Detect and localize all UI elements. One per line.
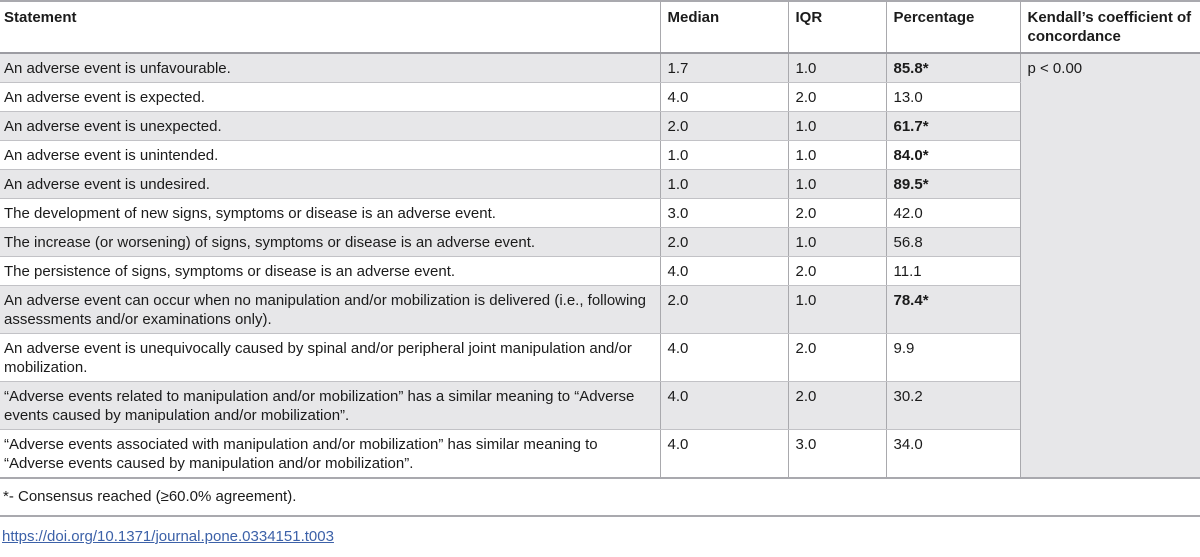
percentage-cell: 89.5*	[885, 169, 1020, 199]
percentage-cell: 78.4*	[885, 285, 1020, 334]
consensus-footnote: *- Consensus reached (≥60.0% agreement).	[0, 479, 1200, 517]
statement-cell: An adverse event is expected.	[0, 82, 660, 112]
table-row: “Adverse events related to manipulation …	[0, 381, 1200, 430]
iqr-cell: 2.0	[787, 333, 886, 382]
table-row: An adverse event is unexpected. 2.0 1.0 …	[0, 111, 1200, 141]
median-cell: 4.0	[659, 333, 788, 382]
iqr-cell: 1.0	[787, 140, 886, 170]
median-cell: 2.0	[659, 285, 788, 334]
iqr-cell: 2.0	[787, 256, 886, 286]
median-cell: 3.0	[659, 198, 788, 228]
iqr-cell: 2.0	[787, 82, 886, 112]
table-row: An adverse event is expected. 4.0 2.0 13…	[0, 82, 1200, 112]
col-header-iqr: IQR	[787, 1, 886, 54]
median-cell: 4.0	[659, 429, 788, 479]
percentage-cell: 84.0*	[885, 140, 1020, 170]
median-cell: 4.0	[659, 381, 788, 430]
col-header-percentage: Percentage	[885, 1, 1020, 54]
percentage-cell: 9.9	[885, 333, 1020, 382]
median-cell: 1.0	[659, 169, 788, 199]
median-cell: 4.0	[659, 82, 788, 112]
table-row: The development of new signs, symptoms o…	[0, 198, 1200, 228]
iqr-cell: 1.0	[787, 111, 886, 141]
iqr-cell: 1.0	[787, 53, 886, 83]
percentage-cell: 11.1	[885, 256, 1020, 286]
statement-cell: The development of new signs, symptoms o…	[0, 198, 660, 228]
iqr-cell: 1.0	[787, 169, 886, 199]
median-cell: 2.0	[659, 227, 788, 257]
percentage-cell: 61.7*	[885, 111, 1020, 141]
statement-cell: An adverse event can occur when no manip…	[0, 285, 660, 334]
col-header-statement: Statement	[0, 1, 660, 54]
table-row: An adverse event is unintended. 1.0 1.0 …	[0, 140, 1200, 170]
iqr-cell: 2.0	[787, 381, 886, 430]
kendall-value-cell: p < 0.00	[1019, 53, 1200, 478]
table-row: An adverse event is undesired. 1.0 1.0 8…	[0, 169, 1200, 199]
table-row: “Adverse events associated with manipula…	[0, 429, 1200, 479]
percentage-cell: 34.0	[885, 429, 1020, 479]
percentage-cell: 56.8	[885, 227, 1020, 257]
percentage-cell: 30.2	[885, 381, 1020, 430]
statement-cell: The increase (or worsening) of signs, sy…	[0, 227, 660, 257]
median-cell: 1.0	[659, 140, 788, 170]
statement-cell: An adverse event is unexpected.	[0, 111, 660, 141]
doi-link[interactable]: https://doi.org/10.1371/journal.pone.033…	[2, 528, 334, 545]
statements-table: Statement Median IQR Percentage Kendall’…	[0, 0, 1200, 479]
median-cell: 2.0	[659, 111, 788, 141]
percentage-cell: 13.0	[885, 82, 1020, 112]
percentage-cell: 42.0	[885, 198, 1020, 228]
col-header-median: Median	[659, 1, 788, 54]
statement-cell: An adverse event is undesired.	[0, 169, 660, 199]
statement-cell: The persistence of signs, symptoms or di…	[0, 256, 660, 286]
percentage-cell: 85.8*	[885, 53, 1020, 83]
median-cell: 1.7	[659, 53, 788, 83]
statement-cell: An adverse event is unequivocally caused…	[0, 333, 660, 382]
statement-cell: An adverse event is unfavourable.	[0, 53, 660, 83]
median-cell: 4.0	[659, 256, 788, 286]
statement-cell: “Adverse events associated with manipula…	[0, 429, 660, 479]
table-row: An adverse event is unfavourable. 1.7 1.…	[0, 53, 1200, 478]
table-header-row: Statement Median IQR Percentage Kendall’…	[0, 1, 1200, 54]
iqr-cell: 1.0	[787, 227, 886, 257]
iqr-cell: 2.0	[787, 198, 886, 228]
statement-cell: “Adverse events related to manipulation …	[0, 381, 660, 430]
table-row: The persistence of signs, symptoms or di…	[0, 256, 1200, 286]
iqr-cell: 1.0	[787, 285, 886, 334]
col-header-kendall: Kendall’s coefficient of concordance	[1019, 1, 1200, 54]
statement-cell: An adverse event is unintended.	[0, 140, 660, 170]
doi-row: https://doi.org/10.1371/journal.pone.033…	[0, 517, 1200, 545]
table-row: An adverse event can occur when no manip…	[0, 285, 1200, 334]
iqr-cell: 3.0	[787, 429, 886, 479]
table-row: An adverse event is unequivocally caused…	[0, 333, 1200, 382]
table-row: The increase (or worsening) of signs, sy…	[0, 227, 1200, 257]
